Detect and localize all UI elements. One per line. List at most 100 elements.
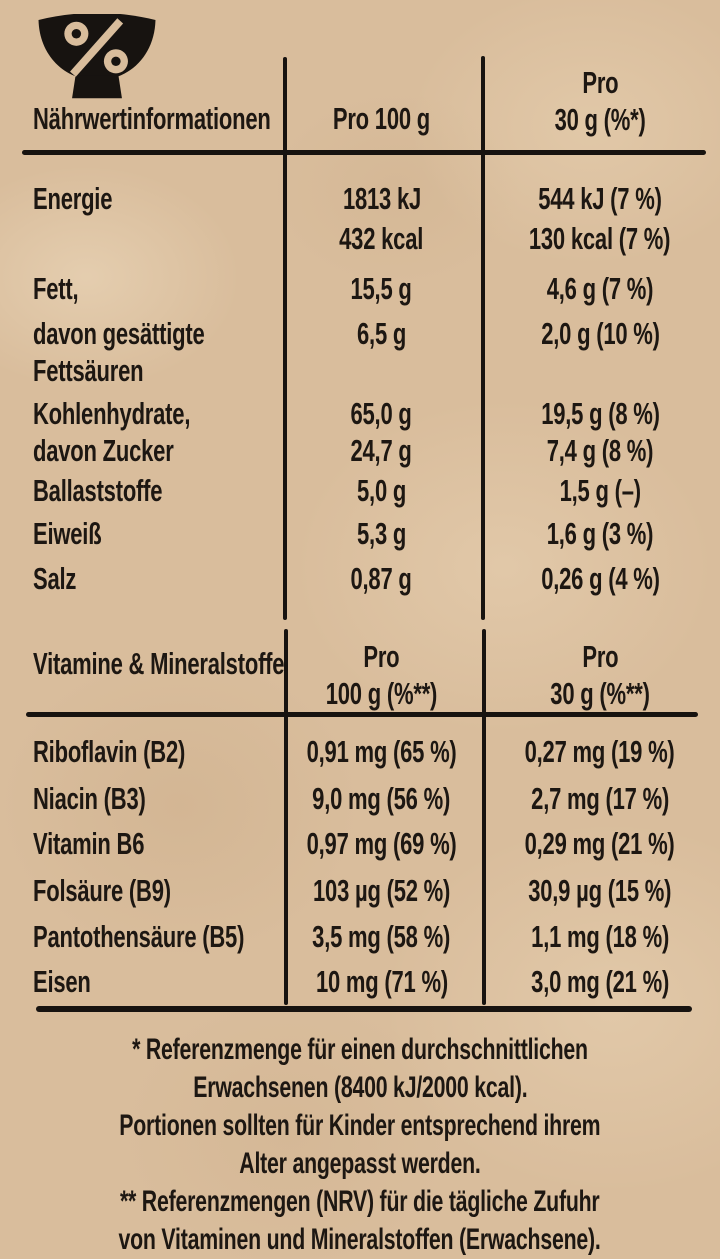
table2-header-per30: Pro 30 g (%**) [480, 638, 720, 712]
row-label: Niacin (B3) [0, 780, 283, 817]
value-text: 6,5 g [356, 316, 407, 351]
per100-value: 0,87 g [283, 560, 480, 597]
value-text: 0,87 g [350, 561, 413, 596]
footnote: Portionen sollten für Kinder entsprechen… [0, 1107, 720, 1145]
table-row: Salz 0,87 g 0,26 g (4 %) [0, 560, 720, 597]
per100-value: 65,0 g 24,7 g [283, 395, 480, 469]
footnote-text: von Vitaminen und Mineralstoffen (Erwach… [118, 1223, 602, 1256]
table-row: Pantothensäure (B5) 3,5 mg (58 %) 1,1 mg… [0, 918, 720, 955]
per100-value: 1813 kJ [283, 180, 480, 217]
column-divider [283, 57, 287, 620]
table2-header-label: Vitamine & Mineralstoffe [33, 645, 387, 682]
per100-value: 3,5 mg (58 %) [283, 918, 480, 955]
per30-value: 0,26 g (4 %) [480, 560, 720, 597]
per30-header-line2: 30 g (%**) [550, 676, 650, 711]
table1-title: Nährwertinformationen [33, 101, 271, 136]
table-row: Eiweiß 5,3 g 1,6 g (3 %) [0, 515, 720, 552]
footnote-text: Portionen sollten für Kinder entsprechen… [119, 1109, 601, 1142]
row-label-text: Fett, [33, 271, 79, 306]
row-label: Kohlenhydrate, davon Zucker [0, 395, 283, 469]
row-label: Energie [0, 180, 283, 217]
row-label: Riboflavin (B2) [0, 733, 283, 770]
value-text: 10 mg (71 %) [315, 964, 448, 999]
value-text: 30,9 µg (15 %) [528, 873, 672, 908]
per30-header-line2: 30 g (%*) [554, 102, 646, 137]
per30-value: 3,0 mg (21 %) [480, 963, 720, 1000]
footnote: Erwachsenen (8400 kJ/2000 kcal). [0, 1069, 720, 1107]
value-text: 3,0 mg (21 %) [531, 964, 669, 999]
value-text: 1,5 g (–) [559, 473, 641, 508]
table-row: Riboflavin (B2) 0,91 mg (65 %) 0,27 mg (… [0, 733, 720, 770]
per30-header-line1: Pro [581, 65, 619, 100]
table2-header-per100: Pro 100 g (%**) [283, 638, 480, 712]
value-text: 3,5 mg (58 %) [312, 919, 451, 954]
per30-value: 1,1 mg (18 %) [480, 918, 720, 955]
column-divider [284, 629, 288, 1005]
per100-header-line2: 100 g (%**) [325, 676, 438, 711]
per30-value: 0,27 mg (19 %) [480, 733, 720, 770]
per100-header: Pro 100 g [332, 101, 431, 136]
table1-header-per100: Pro 100 g [283, 100, 480, 137]
row-label: davon gesättigte Fettsäuren [0, 315, 283, 389]
per100-value: 6,5 g [283, 315, 480, 389]
row-label-text: Salz [33, 561, 77, 596]
value-text: 0,97 mg (69 %) [306, 826, 457, 861]
footnote: * Referenzmenge für einen durchschnittli… [0, 1031, 720, 1069]
table-row: Kohlenhydrate, davon Zucker 65,0 g 24,7 … [0, 395, 720, 469]
value-text: 2,7 mg (17 %) [531, 781, 669, 816]
row-label: Folsäure (B9) [0, 872, 283, 909]
table-row: 432 kcal 130 kcal (7 %) [0, 220, 720, 257]
value-text: 24,7 g [350, 433, 413, 468]
header-rule [26, 712, 698, 717]
per100-value: 9,0 mg (56 %) [283, 780, 480, 817]
per30-value: 2,0 g (10 %) [480, 315, 720, 389]
per100-value: 5,0 g [283, 472, 480, 509]
per30-value: 19,5 g (8 %) 7,4 g (8 %) [480, 395, 720, 469]
value-text: 5,3 g [356, 516, 407, 551]
per100-value: 10 mg (71 %) [283, 963, 480, 1000]
per100-value: 5,3 g [283, 515, 480, 552]
per30-value: 30,9 µg (15 %) [480, 872, 720, 909]
per100-value: 432 kcal [283, 220, 480, 257]
table-row: Ballaststoffe 5,0 g 1,5 g (–) [0, 472, 720, 509]
value-text: 2,0 g (10 %) [540, 316, 660, 351]
per30-header-line1: Pro [581, 639, 619, 674]
value-text: 432 kcal [339, 221, 424, 256]
per30-value: 544 kJ (7 %) [480, 180, 720, 217]
footnote-text: ** Referenzmengen (NRV) für die tägliche… [120, 1185, 600, 1218]
column-divider [482, 629, 486, 1005]
footnote: Alter angepasst werden. [0, 1145, 720, 1183]
per30-value: 0,29 mg (21 %) [480, 825, 720, 862]
footnote: von Vitaminen und Mineralstoffen (Erwach… [0, 1221, 720, 1259]
row-label: Ballaststoffe [0, 472, 283, 509]
per100-value: 15,5 g [283, 270, 480, 307]
row-label-text: davon gesättigte [33, 316, 205, 351]
value-text: 0,27 mg (19 %) [525, 734, 675, 769]
value-text: 5,0 g [356, 473, 407, 508]
value-text: 19,5 g (8 %) [540, 396, 660, 431]
nutrition-table: Energie 1813 kJ 544 kJ (7 %) 432 kcal 13… [0, 155, 720, 597]
row-label-text: Folsäure (B9) [33, 873, 171, 908]
row-label-text: Niacin (B3) [33, 781, 146, 816]
value-text: 7,4 g (8 %) [546, 433, 654, 468]
value-text: 1,6 g (3 %) [546, 516, 654, 551]
value-text: 103 µg (52 %) [312, 873, 451, 908]
vitamins-table: Riboflavin (B2) 0,91 mg (65 %) 0,27 mg (… [0, 718, 720, 1000]
per100-value: 103 µg (52 %) [283, 872, 480, 909]
per100-value: 0,97 mg (69 %) [283, 825, 480, 862]
per30-value: 130 kcal (7 %) [480, 220, 720, 257]
row-label-text: Ballaststoffe [33, 473, 163, 508]
table-row: Folsäure (B9) 103 µg (52 %) 30,9 µg (15 … [0, 872, 720, 909]
table-row: davon gesättigte Fettsäuren 6,5 g 2,0 g … [0, 315, 720, 389]
table1-header-label: Nährwertinformationen [33, 100, 368, 137]
per30-value: 1,5 g (–) [480, 472, 720, 509]
row-label: Eisen [0, 963, 283, 1000]
row-label-text: Vitamin B6 [33, 826, 145, 861]
column-divider [481, 56, 485, 620]
value-text: 0,26 g (4 %) [540, 561, 660, 596]
row-label: Fett, [0, 270, 283, 307]
row-label: Salz [0, 560, 283, 597]
table-row: Niacin (B3) 9,0 mg (56 %) 2,7 mg (17 %) [0, 780, 720, 817]
value-text: 544 kJ (7 %) [538, 181, 662, 216]
percent-bowl-icon [38, 14, 156, 99]
